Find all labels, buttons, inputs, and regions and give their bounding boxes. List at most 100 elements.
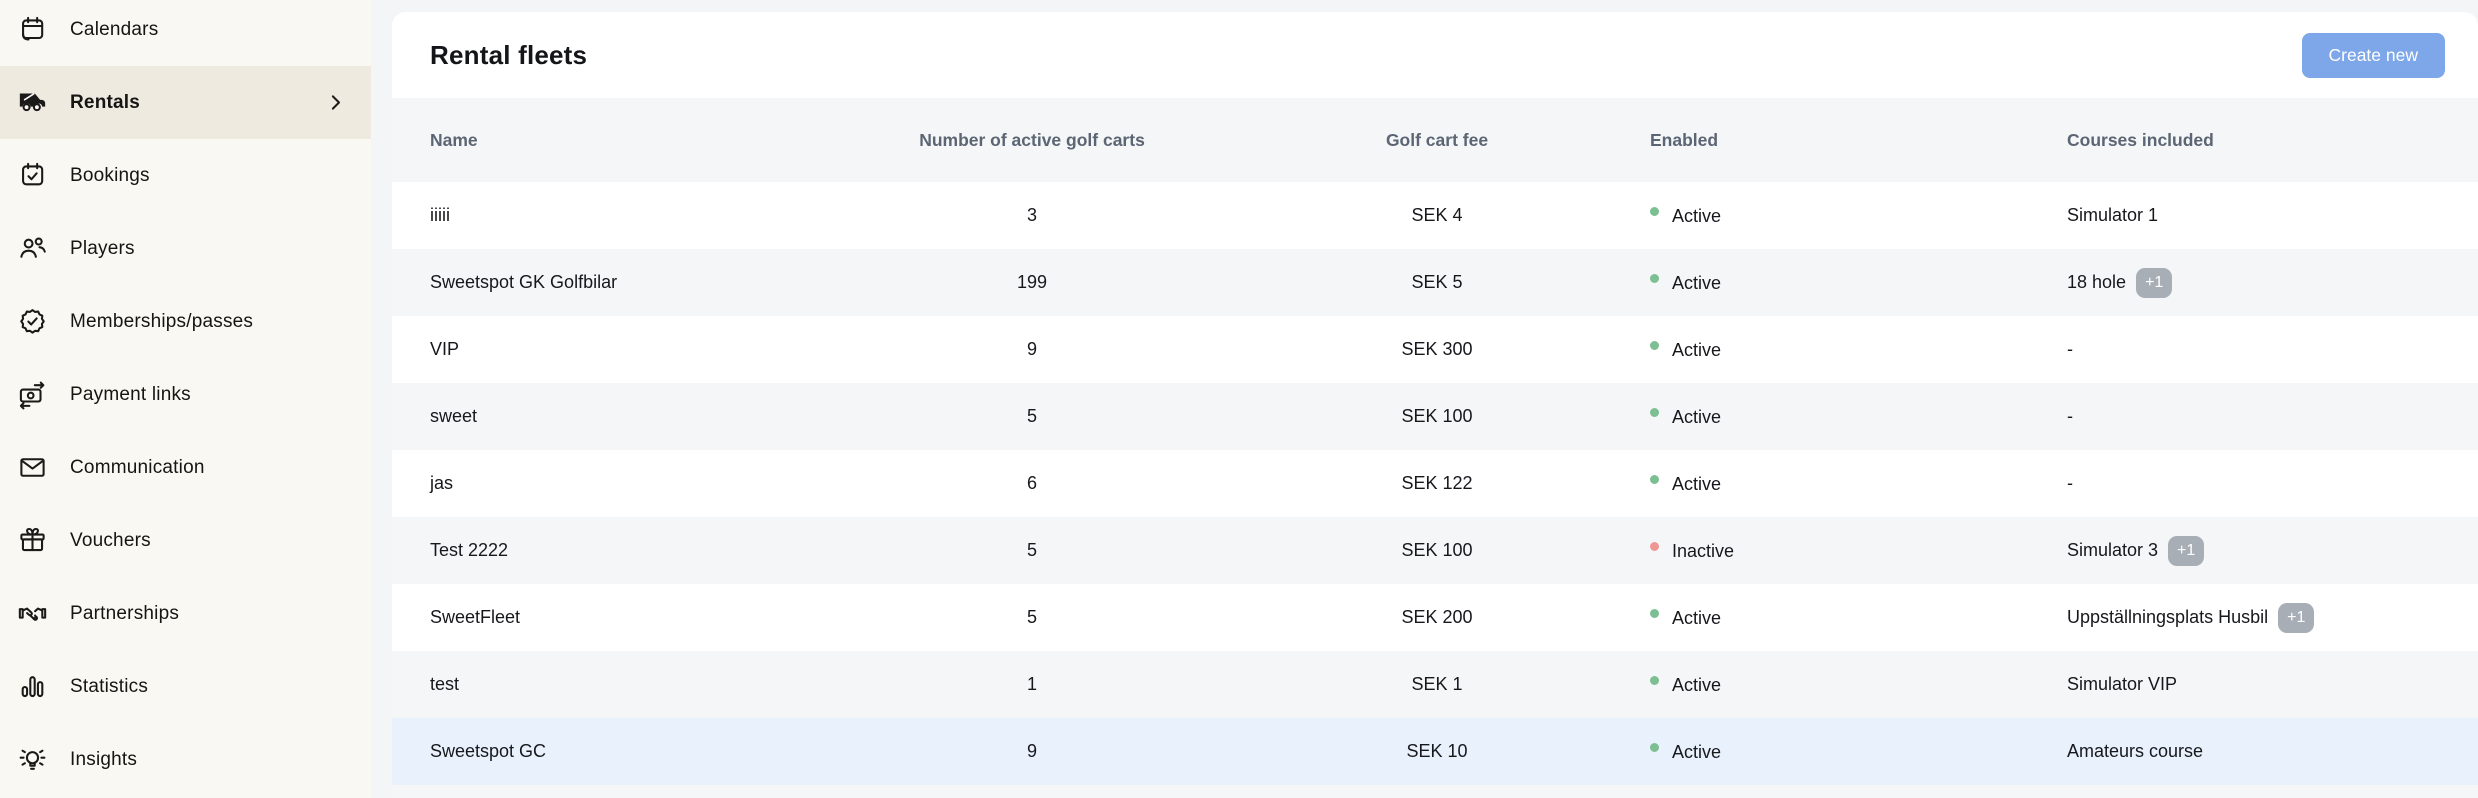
cell-name: test [430,674,460,694]
courses-label: Amateurs course [2067,741,2204,761]
more-courses-badge[interactable]: +1 [2278,602,2315,633]
table-header-row: Name Number of active golf carts Golf cart… [392,98,2478,182]
sidebar-item-calendars[interactable]: Calendars [0,0,371,66]
cell-enabled: Active [1642,674,2057,696]
table-row[interactable]: Test 2222 5 SEK 100 Inactive Simulator 3 +1 [392,517,2478,584]
sidebar-item-partnerships[interactable]: Partnerships [0,577,371,650]
cell-enabled: Active [1642,473,2057,495]
gift-icon [15,524,49,558]
more-courses-badge[interactable]: +1 [2168,535,2205,566]
cell-enabled: Active [1642,205,2057,227]
sidebar-item-label: Rentals [70,91,141,113]
sidebar-item-label: Memberships/passes [70,310,254,332]
cell-name: Sweetspot GK Golfbilar [430,272,618,292]
cell-name: jas [430,473,454,493]
table-row[interactable]: VIP 9 SEK 300 Active - [392,316,2478,383]
courses-label: - [2067,406,2073,426]
table-row[interactable]: Sweetspot GK Golfbilar 199 SEK 5 Active 18 h… [392,249,2478,316]
column-header-golf-cart-fee: Golf cart fee [1385,129,1489,150]
more-courses-badge[interactable]: +1 [2136,267,2173,298]
cell-courses-included: Simulator VIP [2057,674,2478,695]
cell-active-golf-carts: 6 [1026,473,1037,493]
cell-courses-included: - [2057,473,2478,494]
status-label: Active [1672,406,1722,427]
sidebar-item-players[interactable]: Players [0,212,371,285]
handshake-icon [15,597,49,631]
cell-golf-cart-fee: SEK 5 [1411,272,1463,292]
status-label: Active [1672,272,1722,293]
column-header-number-of-active-golf-carts: Number of active golf carts [919,129,1145,150]
cell-courses-included: Uppställningsplats Husbil +1 [2057,602,2478,633]
cell-active-golf-carts: 9 [1026,741,1037,761]
status-dot-icon [1650,608,1659,618]
courses-label: - [2067,339,2073,359]
page-title: Rental fleets [430,39,588,70]
cell-name: Test 2222 [430,540,509,560]
table-row[interactable]: SweetFleet 5 SEK 200 Active Uppställningspla… [392,584,2478,651]
table-row[interactable]: test 1 SEK 1 Active Simulator VIP [392,651,2478,718]
status-label: Active [1672,339,1722,360]
envelope-icon [15,451,49,485]
table-row[interactable]: Sweetspot GC 9 SEK 10 Active Amateurs course [392,718,2478,785]
sidebar-item-bookings[interactable]: Bookings [0,139,371,212]
column-header-enabled: Enabled [1650,129,1719,150]
courses-label: Uppställningsplats Husbil [2067,607,2269,627]
sidebar-item-statistics[interactable]: Statistics [0,650,371,723]
cell-golf-cart-fee: SEK 200 [1401,607,1473,627]
cell-golf-cart-fee: SEK 100 [1401,540,1473,560]
sidebar-nav: Calendars Rentals Bookings Players Membe… [0,0,371,796]
sidebar-item-payment-links[interactable]: Payment links [0,358,371,431]
cell-enabled: Inactive [1642,540,2057,562]
cell-golf-cart-fee: SEK 100 [1401,406,1473,426]
table-row[interactable]: jas 6 SEK 122 Active - [392,450,2478,517]
status-label: Active [1672,741,1722,762]
cell-golf-cart-fee: SEK 10 [1406,741,1468,761]
table-row[interactable]: sweet 5 SEK 100 Active - [392,383,2478,450]
status-label: Active [1672,674,1722,695]
sidebar-item-communication[interactable]: Communication [0,431,371,504]
sidebar: Calendars Rentals Bookings Players Membe… [0,0,371,798]
status-dot-icon [1650,340,1659,350]
cell-courses-included: Simulator 3 +1 [2057,535,2478,566]
sidebar-item-label: Payment links [70,383,191,405]
cell-enabled: Active [1642,406,2057,428]
cell-active-golf-carts: 5 [1026,406,1037,426]
cell-name: VIP [430,339,460,359]
sidebar-item-label: Statistics [70,675,149,697]
create-new-button[interactable]: Create new [2301,32,2445,78]
cell-active-golf-carts: 5 [1026,607,1037,627]
sidebar-item-label: Vouchers [70,529,151,551]
sidebar-item-label: Insights [70,748,138,770]
sidebar-item-rentals[interactable]: Rentals [0,66,371,139]
cell-golf-cart-fee: SEK 300 [1401,339,1473,359]
courses-label: Simulator 1 [2067,205,2159,225]
cell-golf-cart-fee: SEK 4 [1411,205,1463,225]
sidebar-item-vouchers[interactable]: Vouchers [0,504,371,577]
cell-active-golf-carts: 199 [1016,272,1048,292]
cell-enabled: Active [1642,272,2057,294]
sidebar-item-label: Players [70,237,135,259]
cell-golf-cart-fee: SEK 122 [1401,473,1473,493]
cell-active-golf-carts: 9 [1026,339,1037,359]
title-bar: Rental fleets Create new [392,12,2478,98]
cell-name: sweet [430,406,478,426]
courses-label: Simulator VIP [2067,674,2178,694]
cell-active-golf-carts: 1 [1026,674,1037,694]
sidebar-item-memberships-passes[interactable]: Memberships/passes [0,285,371,358]
table-row-partial [392,785,2478,798]
cell-enabled: Active [1642,339,2057,361]
table-row[interactable]: iiiii 3 SEK 4 Active Simulator 1 [392,182,2478,249]
payment-bill-icon [15,378,49,412]
status-label: Active [1672,205,1722,226]
booking-calendar-check-icon [15,159,49,193]
status-dot-icon [1650,675,1659,685]
main-content: Rental fleets Create new Name Number of a… [392,12,2478,798]
bar-chart-icon [15,670,49,704]
cell-enabled: Active [1642,741,2057,763]
cell-courses-included: Simulator 1 [2057,205,2478,226]
sidebar-item-label: Bookings [70,164,150,186]
status-dot-icon [1650,407,1659,417]
sidebar-item-insights[interactable]: Insights [0,723,371,796]
membership-badge-icon [15,305,49,339]
cell-courses-included: 18 hole +1 [2057,267,2478,298]
